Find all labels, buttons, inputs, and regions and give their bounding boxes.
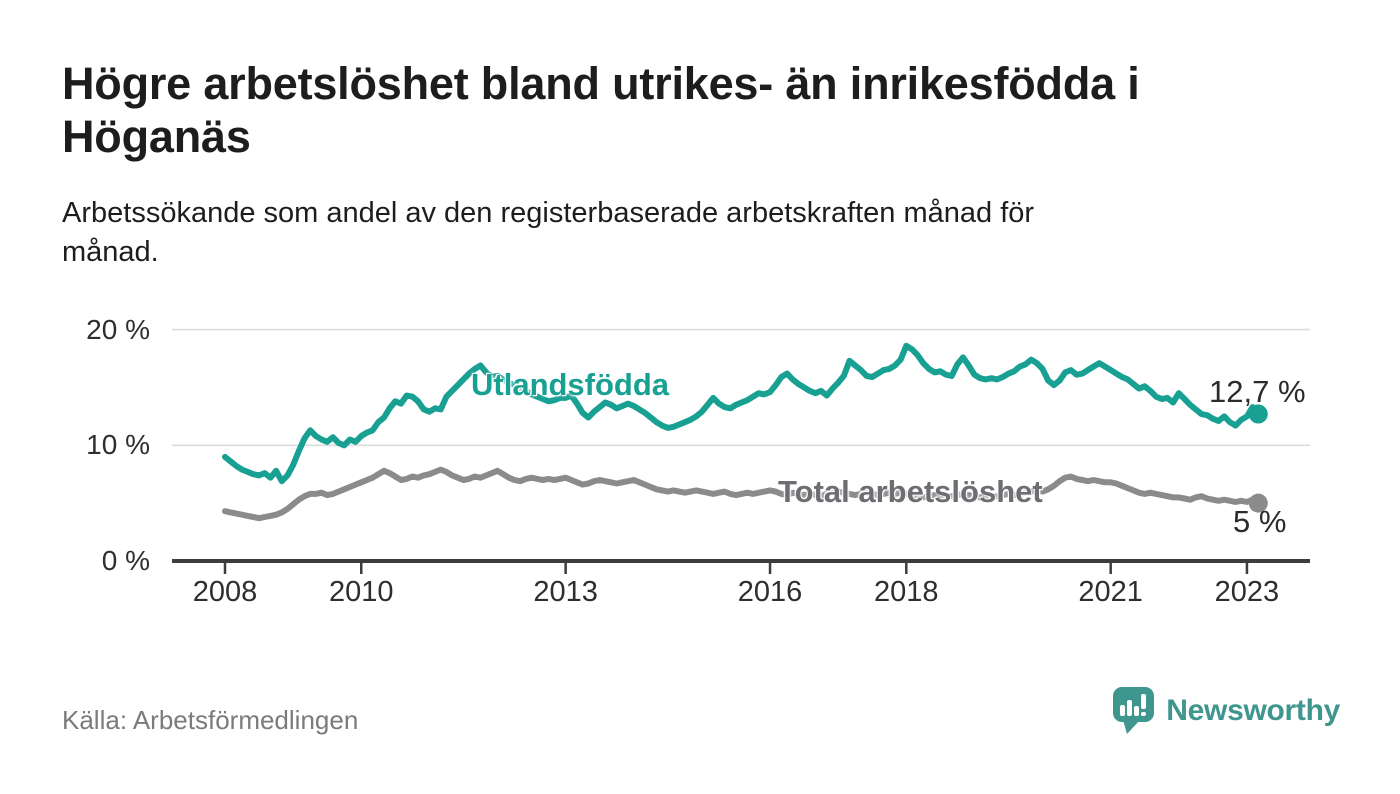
end-value-label-utlandsfodda: 12,7 % <box>1209 374 1306 409</box>
x-tick-label: 2013 <box>533 576 598 608</box>
x-tick-label: 2016 <box>737 576 803 608</box>
series-line-utlandsf-dda <box>222 342 1262 485</box>
x-tick-label: 2021 <box>1078 576 1143 608</box>
page-title: Högre arbetslöshet bland utrikes- än inr… <box>62 58 1332 163</box>
x-tick-label: 2023 <box>1214 576 1280 608</box>
page-subtitle-line-2: månad. <box>62 235 159 268</box>
page-title-line-1: Högre arbetslöshet bland utrikes- än inr… <box>62 58 1140 109</box>
y-tick-label: 10 % <box>86 429 150 461</box>
source-note: Källa: Arbetsförmedlingen <box>62 705 359 735</box>
page-subtitle-line-1: Arbetssökande som andel av den registerb… <box>62 197 1035 229</box>
x-tick-label: 2018 <box>874 576 939 608</box>
brand-name: Newsworthy <box>1166 694 1340 727</box>
series-end-dot <box>1248 493 1268 513</box>
y-tick-label: 20 % <box>86 313 150 345</box>
x-tick-label: 2010 <box>328 576 394 608</box>
y-tick-label: 0 % <box>101 545 150 576</box>
page-title-line-2: Höganäs <box>62 110 251 162</box>
series-line-total-arbetsl-shet <box>222 466 1262 522</box>
page-subtitle: Arbetssökande som andel av den registerb… <box>62 194 1302 271</box>
x-tick-label: 2008 <box>192 576 258 608</box>
bar-chart-speech-bubble-icon <box>1113 687 1155 735</box>
end-value-label-total: 5 % <box>1233 504 1287 539</box>
series-label-total-arbetsloshet: Total arbetslöshet <box>778 474 1043 509</box>
x-axis-tick-marks <box>223 562 1249 574</box>
series-lines <box>222 342 1268 522</box>
series-label-utlandsfodda: Utlandsfödda <box>471 367 670 402</box>
gridlines <box>172 328 1310 563</box>
brand-logo: Newsworthy <box>1113 686 1340 736</box>
series-end-dot <box>1248 404 1268 424</box>
